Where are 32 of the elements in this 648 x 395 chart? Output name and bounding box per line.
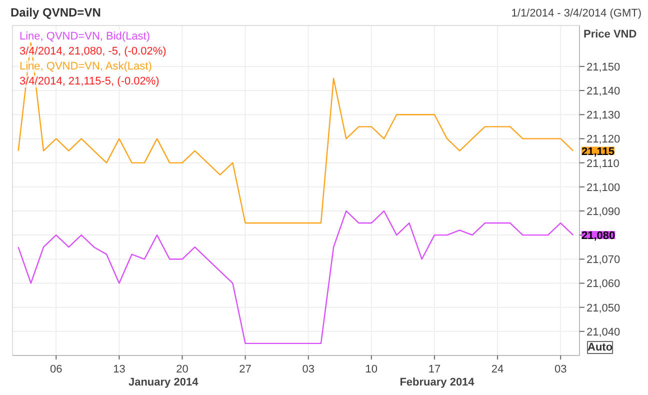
x-tick-label: 06 <box>50 364 62 376</box>
x-tick-label: 24 <box>491 364 504 376</box>
x-tick-label: 03 <box>302 364 314 376</box>
y-tick-label: 21,040 <box>586 326 620 338</box>
y-tick-label: 21,150 <box>586 61 620 74</box>
series-label: Line, QVND=VN, Ask(Last) <box>20 60 152 72</box>
text: February 2014 <box>400 376 476 388</box>
chart-subtitle: 1/1/2014 - 3/4/2014 (GMT) <box>511 8 642 20</box>
data-label: 21,115 <box>582 146 615 158</box>
annotation: 3/4/2014, 21,080, -5, (-0.02%) <box>20 46 166 58</box>
x-tick-label: 10 <box>365 364 378 376</box>
chart-title: Daily QVND=VN <box>10 6 101 20</box>
y-tick-label: 21,050 <box>586 302 620 314</box>
text: January 2014 <box>128 376 200 388</box>
y-tick-label: 21,070 <box>586 254 620 266</box>
y-tick-label: 21,140 <box>586 86 620 98</box>
x-tick-label: 13 <box>113 364 126 376</box>
y-tick-label: 21,090 <box>586 206 620 218</box>
x-tick-label: 17 <box>428 364 441 376</box>
y-tick-label: 21,100 <box>586 182 620 194</box>
y-tick-label: 21,120 <box>586 134 620 146</box>
annotation: 3/4/2014, 21,115-5, (-0.02%) <box>20 76 160 88</box>
line-series <box>18 210 574 344</box>
y-axis-title: Price VND <box>584 28 637 40</box>
x-tick-label: 03 <box>554 364 567 376</box>
text: Line, QVND=VN, Bid(Last) <box>20 30 150 42</box>
y-tick-label: 21,110 <box>586 158 620 170</box>
x-tick-label: 27 <box>239 364 252 376</box>
y-tick-label: 21,130 <box>586 110 620 122</box>
line-series <box>18 42 574 224</box>
y-tick-label: 21,060 <box>586 278 620 290</box>
x-tick-label: 20 <box>176 364 188 376</box>
